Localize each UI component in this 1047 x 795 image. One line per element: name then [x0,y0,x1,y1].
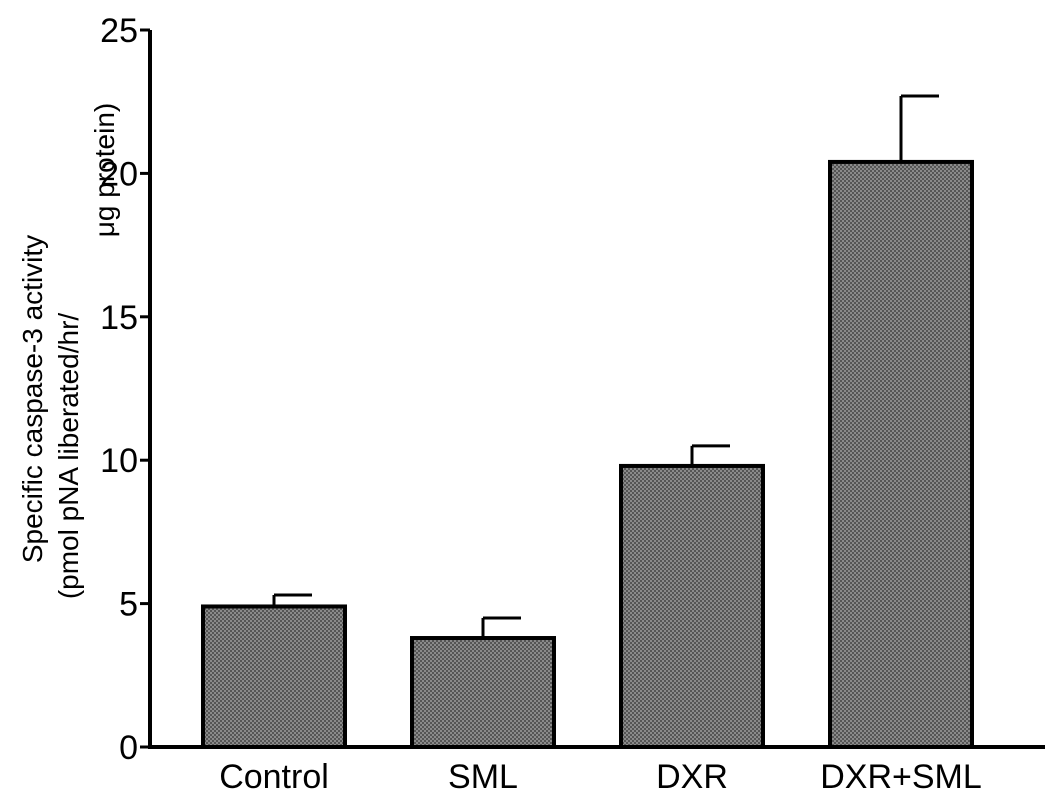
error-bar [690,444,730,466]
y-tick-label: 5 [119,586,138,624]
error-bar [272,593,312,607]
bar [201,604,347,750]
y-axis-label-line-3: μg protein) [89,103,120,237]
category-label: DXR+SML [820,758,982,795]
error-bar [481,616,521,639]
error-bar [899,94,939,162]
error-bars [272,94,939,639]
y-axis-label-line-1: Specific caspase-3 activity [17,235,48,563]
y-tick-label: 0 [119,729,138,767]
y-axis-label: Specific caspase-3 activity (pmol pNA li… [17,103,120,599]
category-labels: Control SML DXR DXR+SML [219,758,982,795]
y-tick-label: 20 [100,155,138,193]
bar [410,636,556,749]
category-label: DXR [656,758,728,795]
category-label: Control [219,758,329,795]
y-tick-label: 10 [100,442,138,480]
y-tick-label: 25 [100,12,138,50]
bars [201,159,974,750]
y-tick-label: 15 [100,299,138,337]
y-axis-label-line-2: (pmol pNA liberated/hr/ [53,313,84,600]
y-ticks: 0 5 10 15 20 25 [100,12,150,767]
category-label: SML [448,758,518,795]
bar [828,159,974,750]
bar [619,463,765,749]
